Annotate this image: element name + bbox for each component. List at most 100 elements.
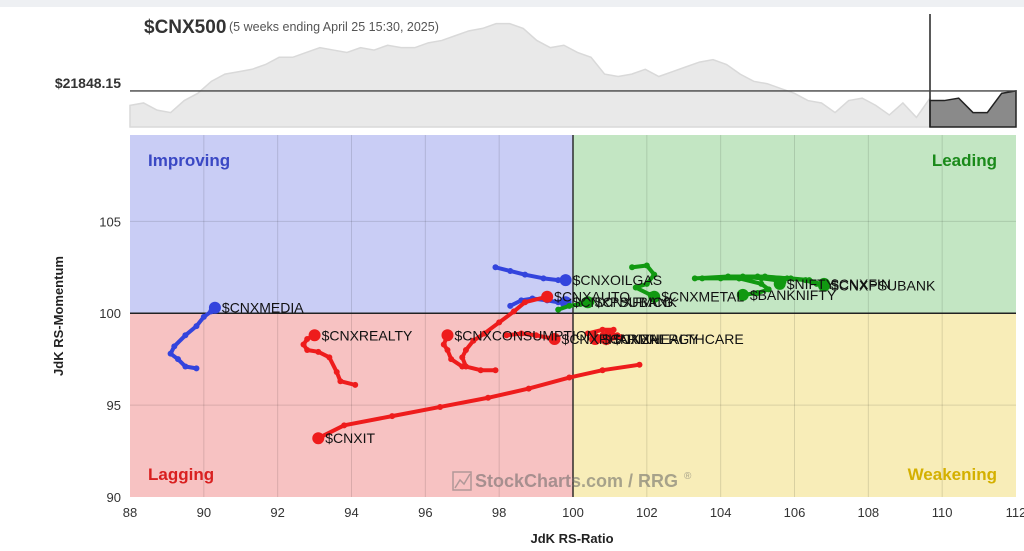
tail-point (533, 332, 540, 339)
x-tick-label: 108 (857, 505, 879, 520)
tail-point (725, 273, 732, 280)
watermark: StockCharts.com / RRG ® (452, 471, 692, 491)
tail-point (754, 290, 761, 297)
y-tick-label: 100 (99, 306, 121, 321)
tail-point (462, 346, 469, 353)
tail-head-point (441, 329, 454, 342)
tail-cnxmedia (167, 301, 221, 372)
y-tick-label: 105 (99, 214, 121, 229)
tail-point (617, 334, 624, 341)
price-recent-area (929, 90, 1017, 128)
top-strip (0, 0, 1024, 7)
tail-point (522, 271, 529, 278)
tail-head-point (559, 274, 572, 287)
x-tick-label: 94 (344, 505, 358, 520)
tail-point (522, 299, 529, 306)
series-label: $CNXIT (325, 430, 375, 446)
tail-point (171, 343, 178, 350)
tail-point (643, 280, 650, 287)
tail-point (555, 299, 562, 306)
tail-point (174, 356, 181, 363)
series-label: $CNXFMCG (595, 294, 674, 310)
tail-point (300, 341, 307, 348)
tail-cnxhealthcare (600, 330, 624, 345)
tail-cnxrealty (300, 329, 359, 388)
series-label: $CNXENERGY (602, 331, 699, 347)
tail-point (167, 350, 174, 357)
tail-point (337, 378, 344, 385)
tail-point (787, 275, 794, 282)
tail-point (193, 365, 200, 372)
series-label: $CNXPHARMA (562, 331, 660, 347)
x-tick-label: 92 (270, 505, 284, 520)
tail-point (540, 275, 547, 282)
x-tick-label: 88 (123, 505, 137, 520)
tail-point (765, 286, 772, 293)
x-tick-label: 112 (1006, 505, 1024, 520)
x-tick-label: 98 (492, 505, 506, 520)
tail-point (182, 363, 189, 370)
chart-subtitle: (5 weeks ending April 25 15:30, 2025) (229, 20, 439, 34)
tail-point (448, 356, 455, 363)
tail-point (510, 308, 517, 315)
series-label: $CNXMETAL (661, 289, 744, 305)
tail-cnxmetal (629, 262, 661, 303)
tail-point (555, 306, 562, 313)
tail-point (599, 326, 606, 333)
tail-point (525, 385, 532, 392)
y-axis-ticks: 90 95 100 105 (99, 214, 121, 505)
series-label: $CNXFIN (831, 276, 891, 292)
chart-logo-line-icon (454, 473, 471, 489)
tail-point (496, 319, 503, 326)
tail-point (754, 273, 761, 280)
tail-head-point (548, 332, 561, 345)
tail-point (555, 277, 562, 284)
tails-layer (167, 262, 831, 445)
tail-cnxoilgas (492, 264, 572, 287)
quadrant-improving (130, 135, 573, 314)
tail-head-point (773, 277, 786, 290)
price-history-area (129, 22, 931, 128)
tail-point (481, 330, 488, 337)
tail-point (636, 361, 643, 368)
quadrant-lagging-label: Lagging (148, 465, 214, 484)
tail-point (315, 348, 322, 355)
chart-logo-icon (452, 471, 472, 491)
tail-point (444, 346, 451, 353)
quadrant-weakening-label: Weakening (908, 465, 997, 484)
x-tick-label: 96 (418, 505, 432, 520)
tail-line (168, 305, 217, 371)
series-label: $CNXMEDIA (222, 300, 304, 316)
tail-cnxenergy (584, 326, 617, 345)
tail-point (518, 330, 525, 337)
tail-point (389, 413, 396, 420)
x-tick-label: 90 (197, 505, 211, 520)
price-strip (129, 14, 1017, 128)
tail-point (459, 354, 466, 361)
x-tick-label: 106 (784, 505, 806, 520)
tail-point (806, 277, 813, 284)
tail-head-point (581, 296, 594, 309)
quadrant-leading-label: Leading (932, 151, 997, 170)
x-tick-label: 104 (710, 505, 732, 520)
x-axis-ticks: 88 90 92 94 96 98 100 102 104 106 108 110 112 (123, 505, 1024, 520)
y-tick-label: 90 (107, 490, 121, 505)
tail-head-point (312, 432, 325, 445)
chart-symbol: $CNX500 (144, 17, 226, 38)
series-label: $CNXCONSUMPTION (454, 327, 596, 343)
tail-point (333, 369, 340, 376)
y-tick-label: 95 (107, 398, 121, 413)
tail-point (691, 275, 698, 282)
price-label: $21848.15 (55, 75, 121, 91)
tail-point (437, 403, 444, 410)
tail-head-point (589, 332, 602, 345)
tail-point (326, 354, 333, 361)
tail-point (643, 262, 650, 269)
tail-point (758, 280, 765, 287)
tail-point (459, 363, 466, 370)
tail-head-point (308, 329, 321, 342)
tail-line (504, 331, 557, 341)
x-tick-label: 110 (932, 505, 953, 520)
x-tick-label: 100 (562, 505, 584, 520)
x-axis-label: JdK RS-Ratio (530, 531, 613, 546)
